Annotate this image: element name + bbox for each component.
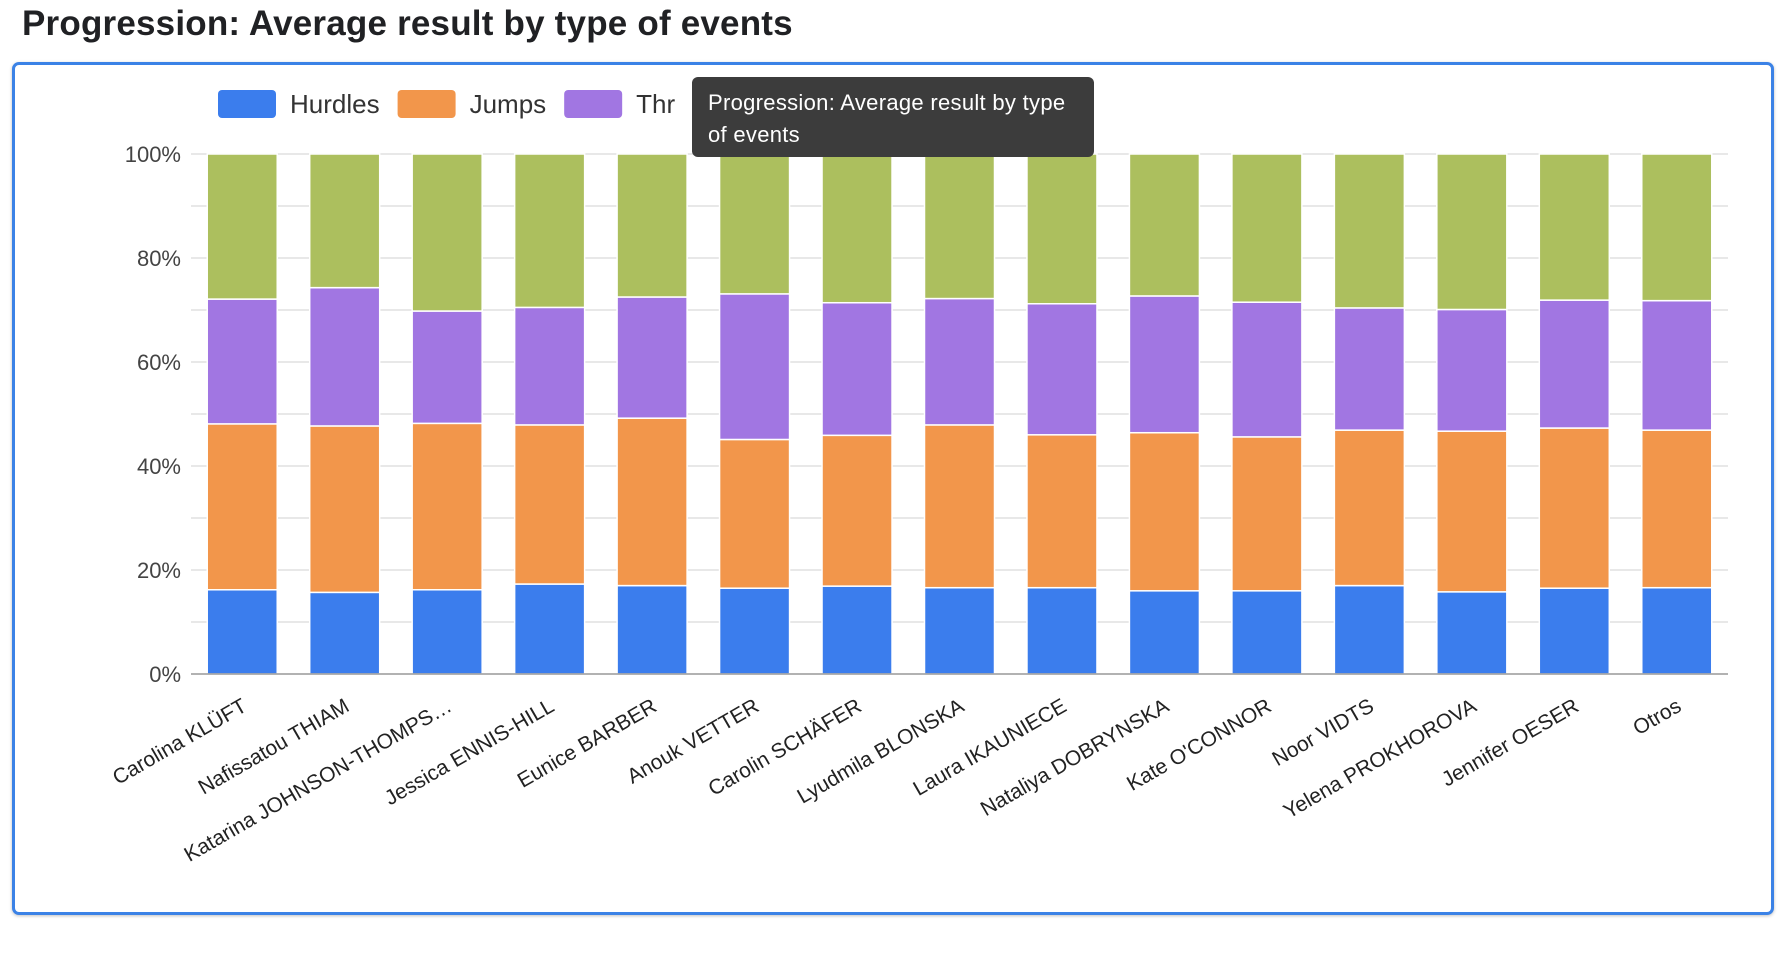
bar-segment-hurdles[interactable]: [1231, 590, 1303, 675]
x-tick-label: Nataliya DOBRYNSKA: [977, 694, 1173, 821]
legend-swatch[interactable]: [397, 90, 456, 118]
bar-segment-hurdles[interactable]: [1436, 591, 1508, 675]
bar-segment-series-4[interactable]: [308, 153, 381, 289]
bars: [206, 153, 1713, 675]
bar-segment-jumps[interactable]: [206, 423, 278, 591]
x-tick-label: Otros: [1629, 694, 1685, 740]
bar-segment-hurdles[interactable]: [718, 587, 791, 675]
bar-segment-thr[interactable]: [718, 293, 791, 441]
bar-segment-thr[interactable]: [1026, 303, 1098, 436]
bar-segment-series-4[interactable]: [821, 153, 893, 304]
legend-label[interactable]: Thr: [636, 89, 675, 119]
bar-segment-jumps[interactable]: [1641, 429, 1713, 589]
bar-segment-thr[interactable]: [1641, 299, 1713, 431]
bar-segment-hurdles[interactable]: [1538, 587, 1611, 675]
stacked-bar-chart[interactable]: 0%20%40%60%80%100%Carolina KLÜFTNafissat…: [15, 65, 1771, 912]
chart-title-tooltip: Progression: Average result by type of e…: [692, 77, 1094, 157]
legend-swatch[interactable]: [218, 90, 276, 118]
bar-segment-series-4[interactable]: [616, 153, 688, 298]
bar-segment-thr[interactable]: [923, 297, 996, 426]
bar-segment-hurdles[interactable]: [1641, 586, 1713, 675]
bar-segment-jumps[interactable]: [1231, 436, 1303, 592]
bar-segment-series-4[interactable]: [206, 153, 278, 300]
bar-segment-jumps[interactable]: [1128, 431, 1201, 592]
bar-segment-hurdles[interactable]: [616, 584, 688, 675]
bar-segment-series-4[interactable]: [1026, 153, 1098, 305]
legend-label[interactable]: Hurdles: [290, 89, 380, 119]
bar-segment-series-4[interactable]: [513, 153, 586, 309]
y-tick-label: 0%: [149, 662, 181, 687]
bar-segment-hurdles[interactable]: [308, 591, 381, 675]
legend-swatch[interactable]: [564, 90, 623, 118]
bar-segment-thr[interactable]: [308, 286, 381, 427]
bar-segment-series-4[interactable]: [718, 153, 791, 295]
bar-segment-series-4[interactable]: [1231, 153, 1303, 303]
bar-segment-thr[interactable]: [1128, 295, 1201, 434]
bar-segment-jumps[interactable]: [1538, 427, 1611, 589]
bar-segment-series-4[interactable]: [1333, 153, 1406, 309]
bar-segment-hurdles[interactable]: [513, 583, 586, 675]
y-tick-label: 20%: [137, 558, 181, 583]
bar-segment-hurdles[interactable]: [821, 585, 893, 675]
bar-segment-jumps[interactable]: [821, 434, 893, 587]
page-title: Progression: Average result by type of e…: [22, 4, 793, 43]
bar-segment-hurdles[interactable]: [923, 586, 996, 675]
bar-segment-series-4[interactable]: [923, 153, 996, 300]
bar-segment-series-4[interactable]: [1128, 153, 1201, 297]
bar-segment-jumps[interactable]: [411, 422, 483, 591]
y-tick-label: 40%: [137, 454, 181, 479]
bar-segment-hurdles[interactable]: [206, 589, 278, 675]
bar-segment-jumps[interactable]: [616, 417, 688, 587]
bar-segment-hurdles[interactable]: [1128, 590, 1201, 675]
bar-segment-jumps[interactable]: [513, 424, 586, 585]
bar-segment-series-4[interactable]: [1538, 153, 1611, 301]
bar-segment-jumps[interactable]: [308, 425, 381, 594]
bar-segment-thr[interactable]: [1333, 307, 1406, 431]
bar-segment-jumps[interactable]: [1436, 430, 1508, 593]
bar-segment-series-4[interactable]: [1641, 153, 1713, 302]
y-tick-label: 80%: [137, 246, 181, 271]
x-tick-label: Jessica ENNIS-HILL: [381, 694, 558, 810]
bar-segment-hurdles[interactable]: [411, 589, 483, 675]
chart-card[interactable]: 0% 20% 40% 60% 80% 100% Carolina KLÜFT Nafissat…: [12, 62, 1774, 915]
bar-segment-series-4[interactable]: [1436, 153, 1508, 311]
bar-segment-series-4[interactable]: [411, 153, 483, 312]
legend-label[interactable]: Jumps: [470, 89, 547, 119]
bar-segment-jumps[interactable]: [923, 424, 996, 589]
legend[interactable]: Hurdles Jumps Thr: [218, 89, 676, 119]
bar-segment-thr[interactable]: [513, 306, 586, 426]
bar-segment-jumps[interactable]: [718, 438, 791, 589]
y-tick-label: 100%: [125, 142, 181, 167]
bar-segment-thr[interactable]: [411, 310, 483, 425]
bar-segment-thr[interactable]: [821, 301, 893, 437]
bar-segment-thr[interactable]: [1538, 299, 1611, 429]
bar-segment-thr[interactable]: [1436, 308, 1508, 432]
bar-segment-jumps[interactable]: [1026, 434, 1098, 589]
y-tick-label: 60%: [137, 350, 181, 375]
bar-segment-thr[interactable]: [206, 298, 278, 425]
bar-segment-thr[interactable]: [616, 296, 688, 419]
bar-segment-hurdles[interactable]: [1026, 586, 1098, 675]
bar-segment-jumps[interactable]: [1333, 429, 1406, 587]
bar-segment-hurdles[interactable]: [1333, 584, 1406, 675]
x-tick-label: Lyudmila BLONSKA: [793, 694, 968, 808]
x-tick-label: Yelena PROKHOROVA: [1280, 694, 1481, 823]
bar-segment-thr[interactable]: [1231, 301, 1303, 438]
